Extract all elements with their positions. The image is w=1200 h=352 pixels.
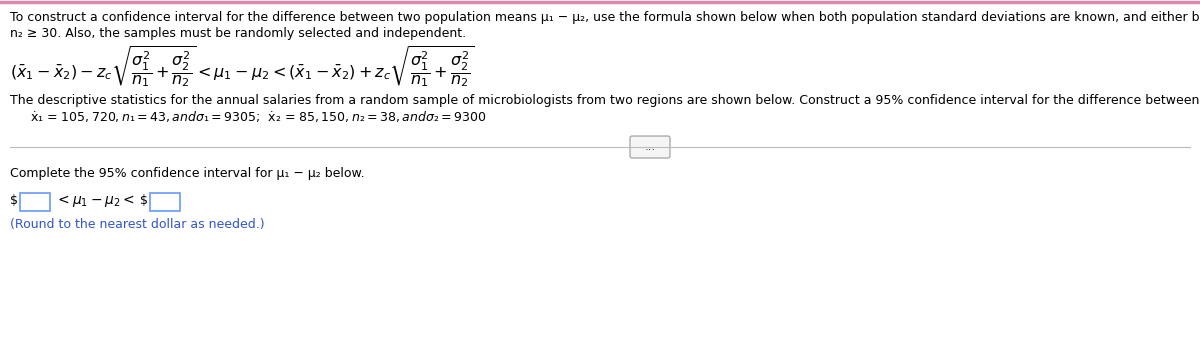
Text: $\left(\bar{x}_1 - \bar{x}_2\right) - z_c\sqrt{\dfrac{\sigma_1^2}{n_1} + \dfrac{: $\left(\bar{x}_1 - \bar{x}_2\right) - z_… <box>10 44 475 89</box>
Bar <box>150 193 180 211</box>
Text: The descriptive statistics for the annual salaries from a random sample of micro: The descriptive statistics for the annua… <box>10 94 1200 107</box>
Text: n₂ ≥ 30. Also, the samples must be randomly selected and independent.: n₂ ≥ 30. Also, the samples must be rando… <box>10 27 466 40</box>
Text: (Round to the nearest dollar as needed.): (Round to the nearest dollar as needed.) <box>10 218 265 231</box>
Text: $: $ <box>10 194 18 207</box>
Bar <box>20 193 50 211</box>
Text: Complete the 95% confidence interval for μ₁ − μ₂ below.: Complete the 95% confidence interval for… <box>10 167 365 180</box>
Text: ...: ... <box>644 140 655 153</box>
Text: ẋ₁ = $105,720, n₁ = 43, and σ₁ = $9305;  ẋ₂ = $85,150, n₂ = 38, and σ₂ = $9300: ẋ₁ = $105,720, n₁ = 43, and σ₁ = $9305; … <box>30 109 486 124</box>
Text: $< \mu_1 - \mu_2 <$: $< \mu_1 - \mu_2 <$ <box>55 193 134 209</box>
Text: To construct a confidence interval for the difference between two population mea: To construct a confidence interval for t… <box>10 11 1200 24</box>
FancyBboxPatch shape <box>630 136 670 158</box>
Text: $: $ <box>140 194 148 207</box>
